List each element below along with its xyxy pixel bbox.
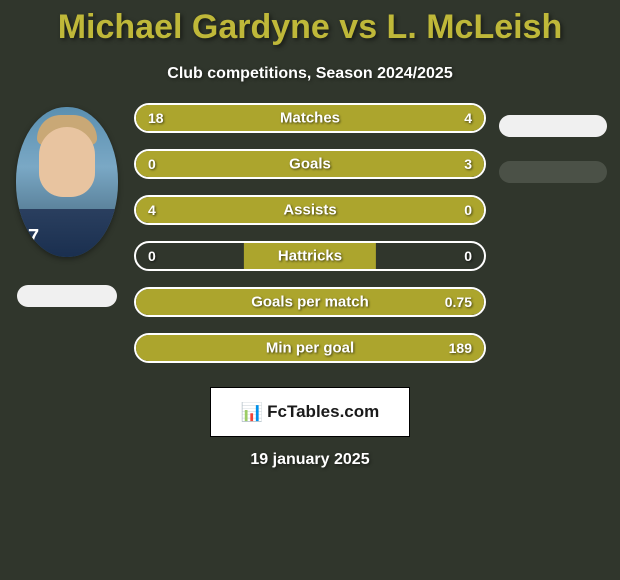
stats-column: 18 Matches 4 0 Goals 3 4 Assists 0 0 Hattricks 0 Goa…	[126, 103, 494, 379]
stat-row: 18 Matches 4	[134, 103, 486, 133]
stat-row: 0 Goals 3	[134, 149, 486, 179]
stat-value-right: 0.75	[445, 294, 472, 310]
chart-icon: 📊	[241, 402, 263, 423]
date-text: 19 january 2025	[0, 451, 620, 469]
stat-value-left: 4	[148, 202, 156, 218]
player-right-pill-2	[499, 161, 607, 183]
stat-row: 0 Hattricks 0	[134, 241, 486, 271]
stat-value-right: 189	[449, 340, 472, 356]
player-left-total-pill	[17, 285, 117, 307]
stat-row: 4 Assists 0	[134, 195, 486, 225]
player-left-column: 7	[8, 103, 126, 379]
stat-row: Min per goal 189	[134, 333, 486, 363]
player-right-pill-1	[499, 115, 607, 137]
stat-value-right: 0	[464, 248, 472, 264]
stat-label: Matches	[280, 110, 340, 127]
stat-label: Goals per match	[251, 294, 369, 311]
comparison-area: 7 18 Matches 4 0 Goals 3 4 Assists 0 0 Hattricks 0 G…	[0, 103, 620, 379]
footer-brand-text: FcTables.com	[267, 402, 379, 422]
stat-label: Assists	[283, 202, 336, 219]
stat-value-right: 0	[464, 202, 472, 218]
stat-label: Goals	[289, 156, 331, 173]
subtitle: Club competitions, Season 2024/2025	[0, 65, 620, 83]
stat-value-left: 0	[148, 156, 156, 172]
stat-value-right: 3	[464, 156, 472, 172]
footer-brand-box[interactable]: 📊 FcTables.com	[210, 387, 410, 437]
page-title: Michael Gardyne vs L. McLeish	[0, 0, 620, 47]
stat-value-left: 0	[148, 248, 156, 264]
player-left-jersey-number: 7	[28, 226, 39, 249]
stat-value-left: 18	[148, 110, 164, 126]
player-left-photo: 7	[16, 107, 118, 257]
stat-row: Goals per match 0.75	[134, 287, 486, 317]
stat-value-right: 4	[464, 110, 472, 126]
stat-label: Hattricks	[278, 248, 342, 265]
player-right-column	[494, 103, 612, 379]
stat-label: Min per goal	[266, 340, 354, 357]
